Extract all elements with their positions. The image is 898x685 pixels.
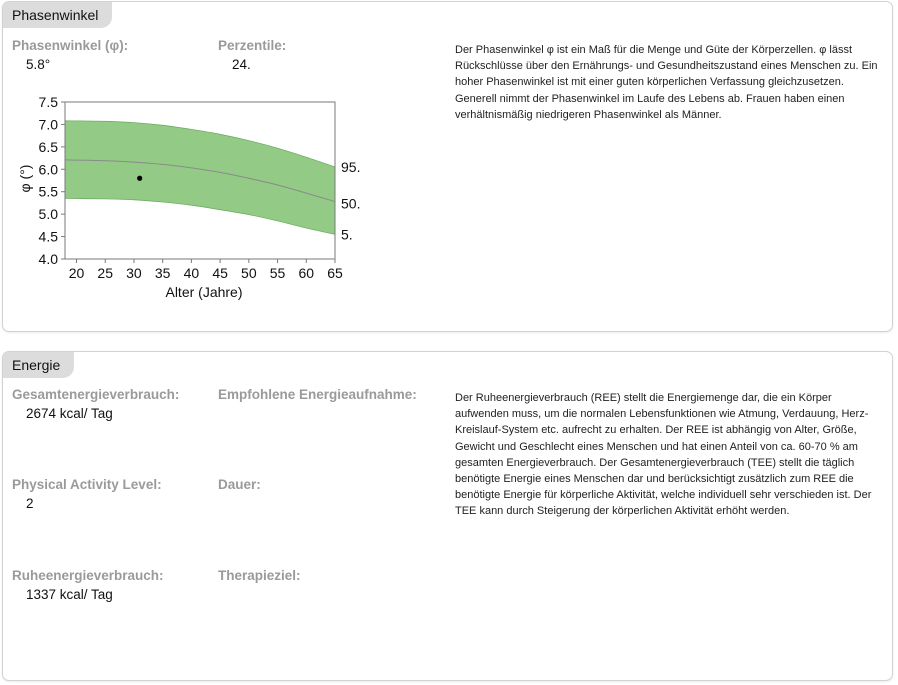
recommended-energy-field: Empfohlene Energieaufnahme: (218, 387, 417, 402)
series-label-95: 95. (341, 159, 360, 175)
phase-angle-field: Phasenwinkel (φ): 5.8° (12, 38, 128, 72)
percentile-line-50 (64, 159, 336, 203)
x-tick-label: 55 (270, 265, 286, 281)
y-axis-label: φ (°) (17, 165, 33, 193)
x-tick-label: 65 (327, 265, 343, 281)
duration-field: Dauer: (218, 477, 261, 492)
total-energy-value: 2674 kcal/ Tag (26, 406, 113, 421)
duration-label: Dauer: (218, 477, 261, 492)
y-tick-label: 5.0 (39, 206, 59, 222)
therapy-goal-label: Therapieziel: (218, 568, 301, 583)
percentile-band-5-95 (65, 120, 335, 235)
y-tick-label: 7.0 (39, 116, 59, 132)
percentile-label: Perzentile: (218, 38, 287, 53)
percentile-field: Perzentile: 24. (218, 38, 286, 72)
y-tick-label: 6.5 (39, 139, 59, 155)
phase-angle-percentile-chart: 4.0 4.5 5.0 5.5 6.0 6.5 7.0 7.5 20 25 30 35 40 45 50 55… (17, 95, 360, 300)
series-label-50: 50. (341, 196, 360, 212)
x-tick-label: 30 (126, 265, 142, 281)
therapy-goal-field: Therapieziel: (218, 568, 301, 583)
x-tick-label: 40 (184, 265, 200, 281)
x-tick-label: 25 (97, 265, 113, 281)
total-energy-label: Gesamtenergieverbrauch: (12, 387, 180, 402)
x-tick-label: 35 (155, 265, 171, 281)
x-tick-label: 45 (212, 265, 228, 281)
energy-panel: Energie Gesamtenergieverbrauch: 2674 kca… (2, 351, 893, 681)
phase-angle-label: Phasenwinkel (φ): (12, 38, 129, 53)
phase-angle-value: 5.8° (26, 57, 51, 72)
pal-field: Physical Activity Level: 2 (12, 477, 162, 511)
plot-frame (64, 101, 336, 260)
x-tick-label: 20 (69, 265, 85, 281)
y-tick-label: 4.0 (39, 251, 59, 267)
x-tick-label: 50 (241, 265, 257, 281)
series-label-5: 5. (341, 226, 353, 242)
resting-energy-label: Ruheenergieverbrauch: (12, 568, 164, 583)
phase-angle-description: Der Phasenwinkel φ ist ein Maß für die M… (455, 44, 878, 121)
pal-label: Physical Activity Level: (12, 477, 162, 492)
percentile-line-95 (64, 120, 336, 168)
x-tick-label: 60 (298, 265, 314, 281)
energy-panel-title: Energie (3, 352, 75, 378)
total-energy-field: Gesamtenergieverbrauch: 2674 kcal/ Tag (12, 387, 179, 421)
energy-description: Der Ruheenergieverbrauch (REE) stellt di… (455, 392, 872, 518)
percentile-line-5 (64, 198, 336, 235)
x-axis-label: Alter (Jahre) (165, 284, 242, 300)
measured-phase-angle-point (137, 175, 143, 181)
pal-value: 2 (26, 496, 34, 511)
y-tick-label: 6.0 (39, 161, 59, 177)
y-tick-label: 5.5 (39, 184, 59, 200)
resting-energy-value: 1337 kcal/ Tag (26, 587, 113, 602)
phase-angle-panel-title: Phasenwinkel (3, 2, 113, 28)
recommended-energy-label: Empfohlene Energieaufnahme: (218, 387, 417, 402)
y-tick-label: 4.5 (39, 229, 59, 245)
percentile-value: 24. (232, 57, 251, 72)
y-tick-label: 7.5 (39, 95, 59, 110)
resting-energy-field: Ruheenergieverbrauch: 1337 kcal/ Tag (12, 568, 164, 602)
phase-angle-panel: Phasenwinkel Phasenwinkel (φ): 5.8° Perz… (2, 1, 893, 332)
